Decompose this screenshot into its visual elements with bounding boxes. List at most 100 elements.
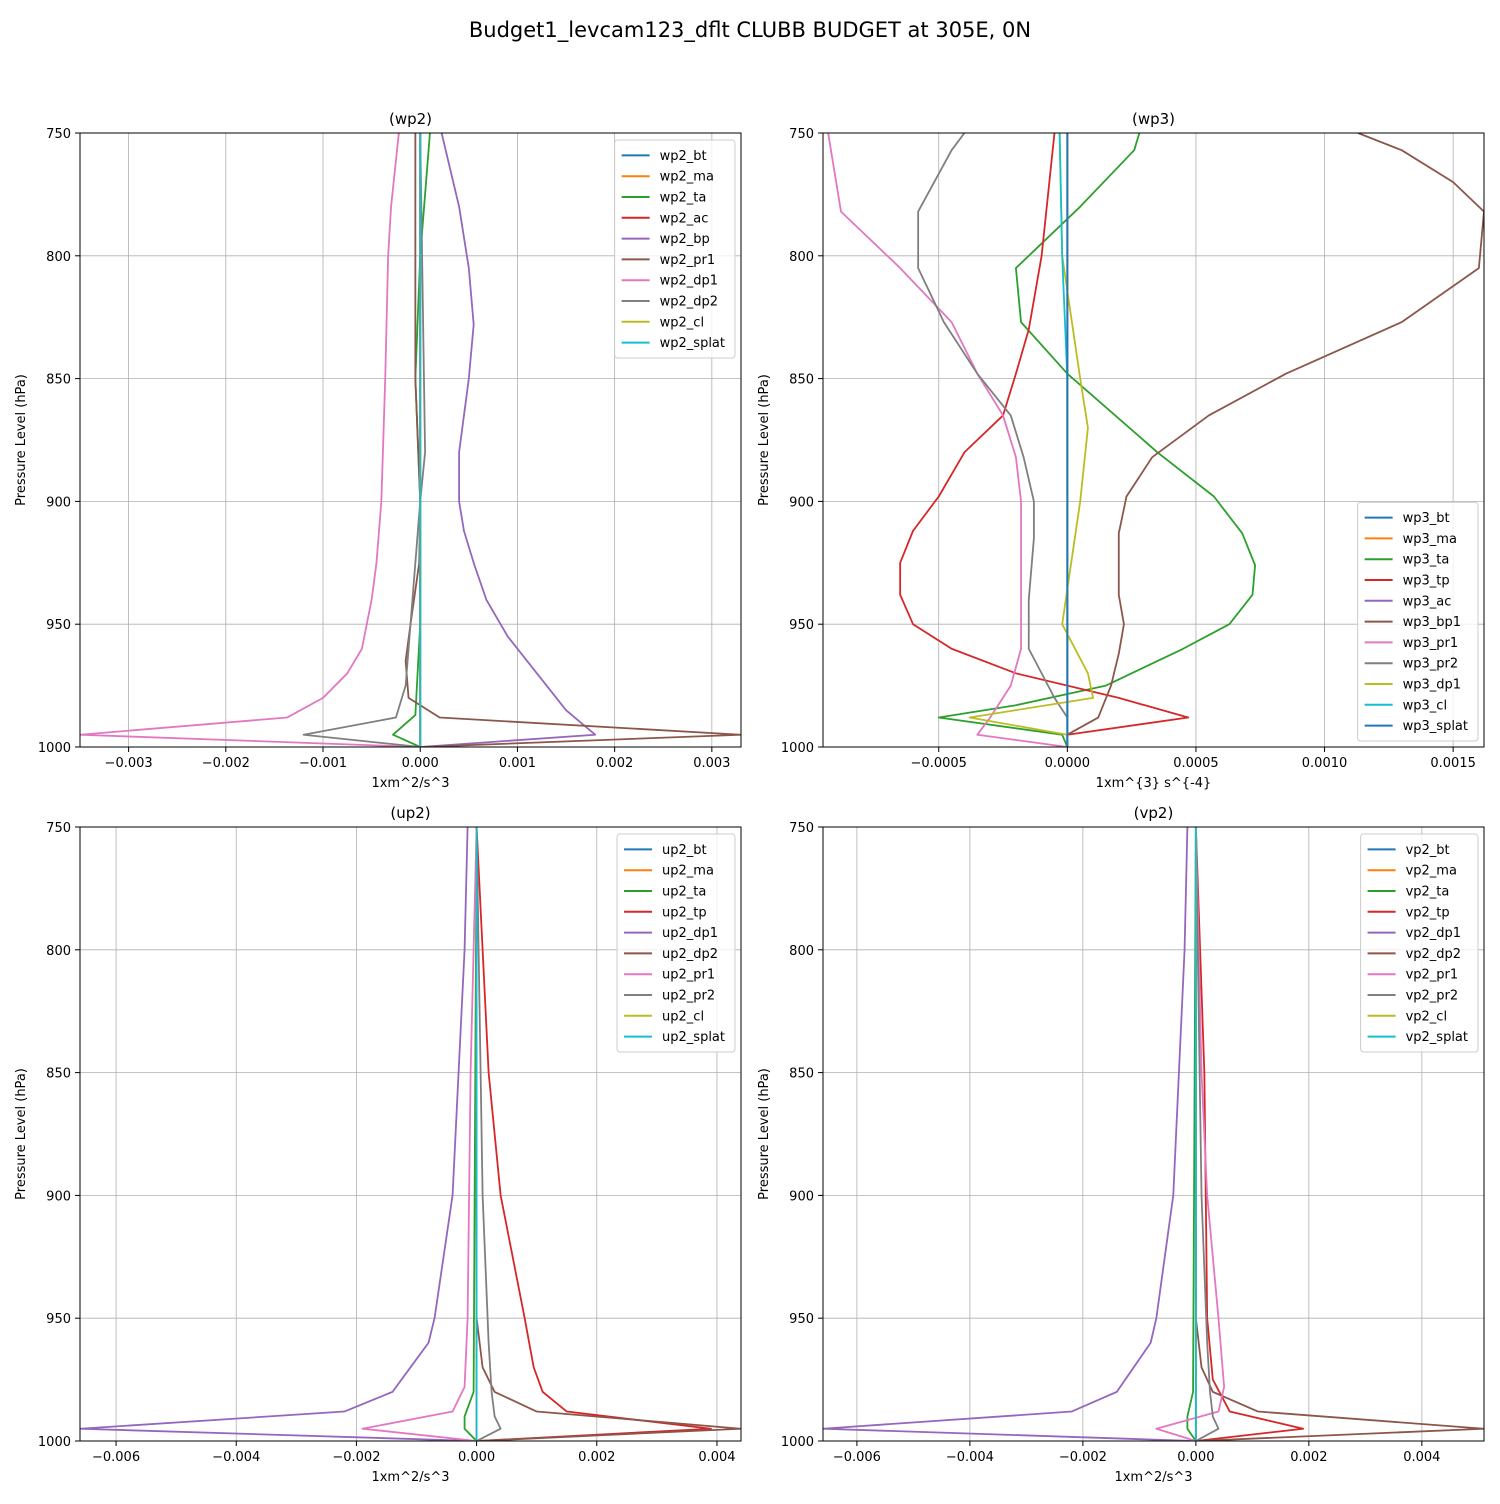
legend: wp3_bt wp3_ma wp3_ta wp3_tp wp3_ac wp3_bp1 wp3… [1357, 501, 1479, 742]
y-tick-label: 1000 [38, 741, 71, 756]
y-tick-label: 750 [46, 821, 71, 836]
x-tick-label: 0.002 [578, 1450, 615, 1465]
legend-label: wp2_ac [660, 211, 709, 226]
x-tick-label: −0.006 [833, 1450, 881, 1465]
x-tick-label: 0.0015 [1430, 756, 1476, 771]
legend-label: wp3_ta [1403, 553, 1450, 568]
series-group [80, 827, 741, 1441]
series-line-wp3_pr2 [917, 133, 1069, 747]
legend-label: up2_splat [662, 1030, 725, 1045]
series-line-wp3_tp [899, 133, 1190, 747]
x-tick-label: 0.001 [499, 756, 536, 771]
y-axis-label: Pressure Level (hPa) [757, 374, 772, 506]
x-tick-label: −0.0005 [911, 756, 967, 771]
y-tick-label: 750 [789, 127, 814, 142]
series-line-wp2_bp [420, 133, 597, 747]
legend-label: wp3_ac [1403, 594, 1452, 609]
y-tick-label: 900 [789, 1189, 814, 1204]
legend-label: wp3_pr1 [1403, 636, 1459, 651]
legend-label: up2_dp1 [662, 926, 718, 941]
legend: up2_bt up2_ma up2_ta up2_tp up2_dp1 up2_dp2up… [616, 833, 736, 1053]
y-tick-label: 800 [46, 250, 71, 265]
legend: vp2_bt vp2_ma vp2_ta vp2_tp vp2_dp1 vp2_dp2vp… [1360, 833, 1479, 1053]
legend-label: vp2_pr1 [1406, 968, 1459, 983]
y-tick-label: 1000 [38, 1435, 71, 1450]
series-line-up2_ta [463, 827, 478, 1441]
x-axis-label: 1xm^{3} s^{-4} [1096, 776, 1212, 791]
y-tick-label: 850 [46, 373, 71, 388]
legend-label: wp3_bp1 [1403, 615, 1461, 630]
series-line-vp2_ta [1186, 827, 1197, 1441]
legend-label: up2_bt [662, 843, 707, 858]
x-tick-label: −0.004 [946, 1450, 994, 1465]
series-group [80, 133, 741, 747]
legend-box [1357, 501, 1479, 742]
y-tick-label: 950 [789, 618, 814, 633]
series-line-vp2_dp1 [823, 827, 1196, 1441]
legend-label: wp2_pr1 [660, 253, 716, 268]
y-axis-label: Pressure Level (hPa) [14, 1068, 29, 1200]
x-tick-label: 0.0010 [1302, 756, 1348, 771]
legend-label: wp3_ma [1403, 532, 1457, 547]
series-group [823, 827, 1484, 1441]
x-tick-label: 0.003 [693, 756, 730, 771]
series-line-wp3_ta [937, 133, 1256, 747]
series-line-wp2_dp2 [302, 133, 426, 747]
series-line-wp3_cl [1058, 133, 1069, 747]
y-tick-label: 950 [789, 1312, 814, 1327]
y-tick-label: 900 [46, 1189, 71, 1204]
y-tick-label: 800 [789, 250, 814, 265]
legend-label: wp2_dp1 [660, 274, 718, 289]
x-tick-label: 0.002 [596, 756, 633, 771]
legend-label: wp2_bt [660, 149, 707, 164]
legend: wp2_bt wp2_ma wp2_ta wp2_ac wp2_bp wp2_pr1 wp2… [614, 139, 736, 359]
panel-1: −0.0005 0.0000 0.0005 0.0010 0.0015 750 800 850… [757, 110, 1485, 791]
series-line-vp2_pr1 [1155, 827, 1226, 1441]
legend-label: wp2_cl [660, 315, 704, 330]
legend-label: vp2_cl [1406, 1009, 1447, 1024]
legend-label: wp3_bt [1403, 511, 1450, 526]
x-tick-label: −0.004 [212, 1450, 260, 1465]
legend-label: vp2_dp1 [1406, 926, 1462, 941]
series-line-up2_pr1 [361, 827, 478, 1441]
y-tick-label: 950 [46, 618, 71, 633]
panel-2: −0.006 −0.004 −0.002 0.000 0.002 0.004 750 800 8… [14, 804, 742, 1485]
legend-box [1360, 833, 1479, 1053]
legend-label: wp2_splat [660, 336, 725, 351]
legend-label: wp3_tp [1403, 574, 1450, 589]
panel-title: (wp3) [1132, 110, 1175, 128]
axes-frame [822, 132, 1485, 748]
x-tick-label: 0.000 [402, 756, 439, 771]
y-axis-label: Pressure Level (hPa) [757, 1068, 772, 1200]
legend-label: up2_pr1 [662, 968, 715, 983]
axes-frame [79, 132, 742, 748]
legend-label: vp2_ta [1406, 885, 1450, 900]
series-line-wp2_dp1 [80, 133, 421, 747]
x-tick-label: 0.0000 [1045, 756, 1091, 771]
x-tick-label: 0.002 [1290, 1450, 1327, 1465]
y-axis-label: Pressure Level (hPa) [14, 374, 29, 506]
series-line-up2_dp1 [80, 827, 477, 1441]
legend-label: up2_ta [662, 885, 706, 900]
panel-title: (wp2) [389, 110, 432, 128]
x-tick-label: −0.002 [1059, 1450, 1107, 1465]
series-line-wp3_bp1 [1066, 133, 1484, 747]
axes-frame [79, 826, 742, 1442]
y-tick-label: 850 [789, 373, 814, 388]
panel-3: −0.006 −0.004 −0.002 0.000 0.002 0.004 750 800 8… [757, 804, 1485, 1485]
legend-label: up2_dp2 [662, 947, 718, 962]
legend-label: up2_tp [662, 905, 707, 920]
legend-label: up2_ma [662, 864, 714, 879]
x-tick-label: −0.002 [202, 756, 250, 771]
legend-label: vp2_dp2 [1406, 947, 1462, 962]
series-line-up2_pr2 [475, 827, 502, 1441]
x-tick-label: −0.001 [299, 756, 347, 771]
panel-0: −0.003 −0.002 −0.001 0.000 0.001 0.002 0.003 75… [14, 110, 742, 791]
legend-label: up2_pr2 [662, 989, 715, 1004]
figure-title: Budget1_levcam123_dflt CLUBB BUDGET at 3… [469, 18, 1031, 43]
legend-label: up2_cl [662, 1009, 704, 1024]
y-tick-label: 850 [46, 1067, 71, 1082]
x-tick-label: 0.004 [1403, 1450, 1440, 1465]
